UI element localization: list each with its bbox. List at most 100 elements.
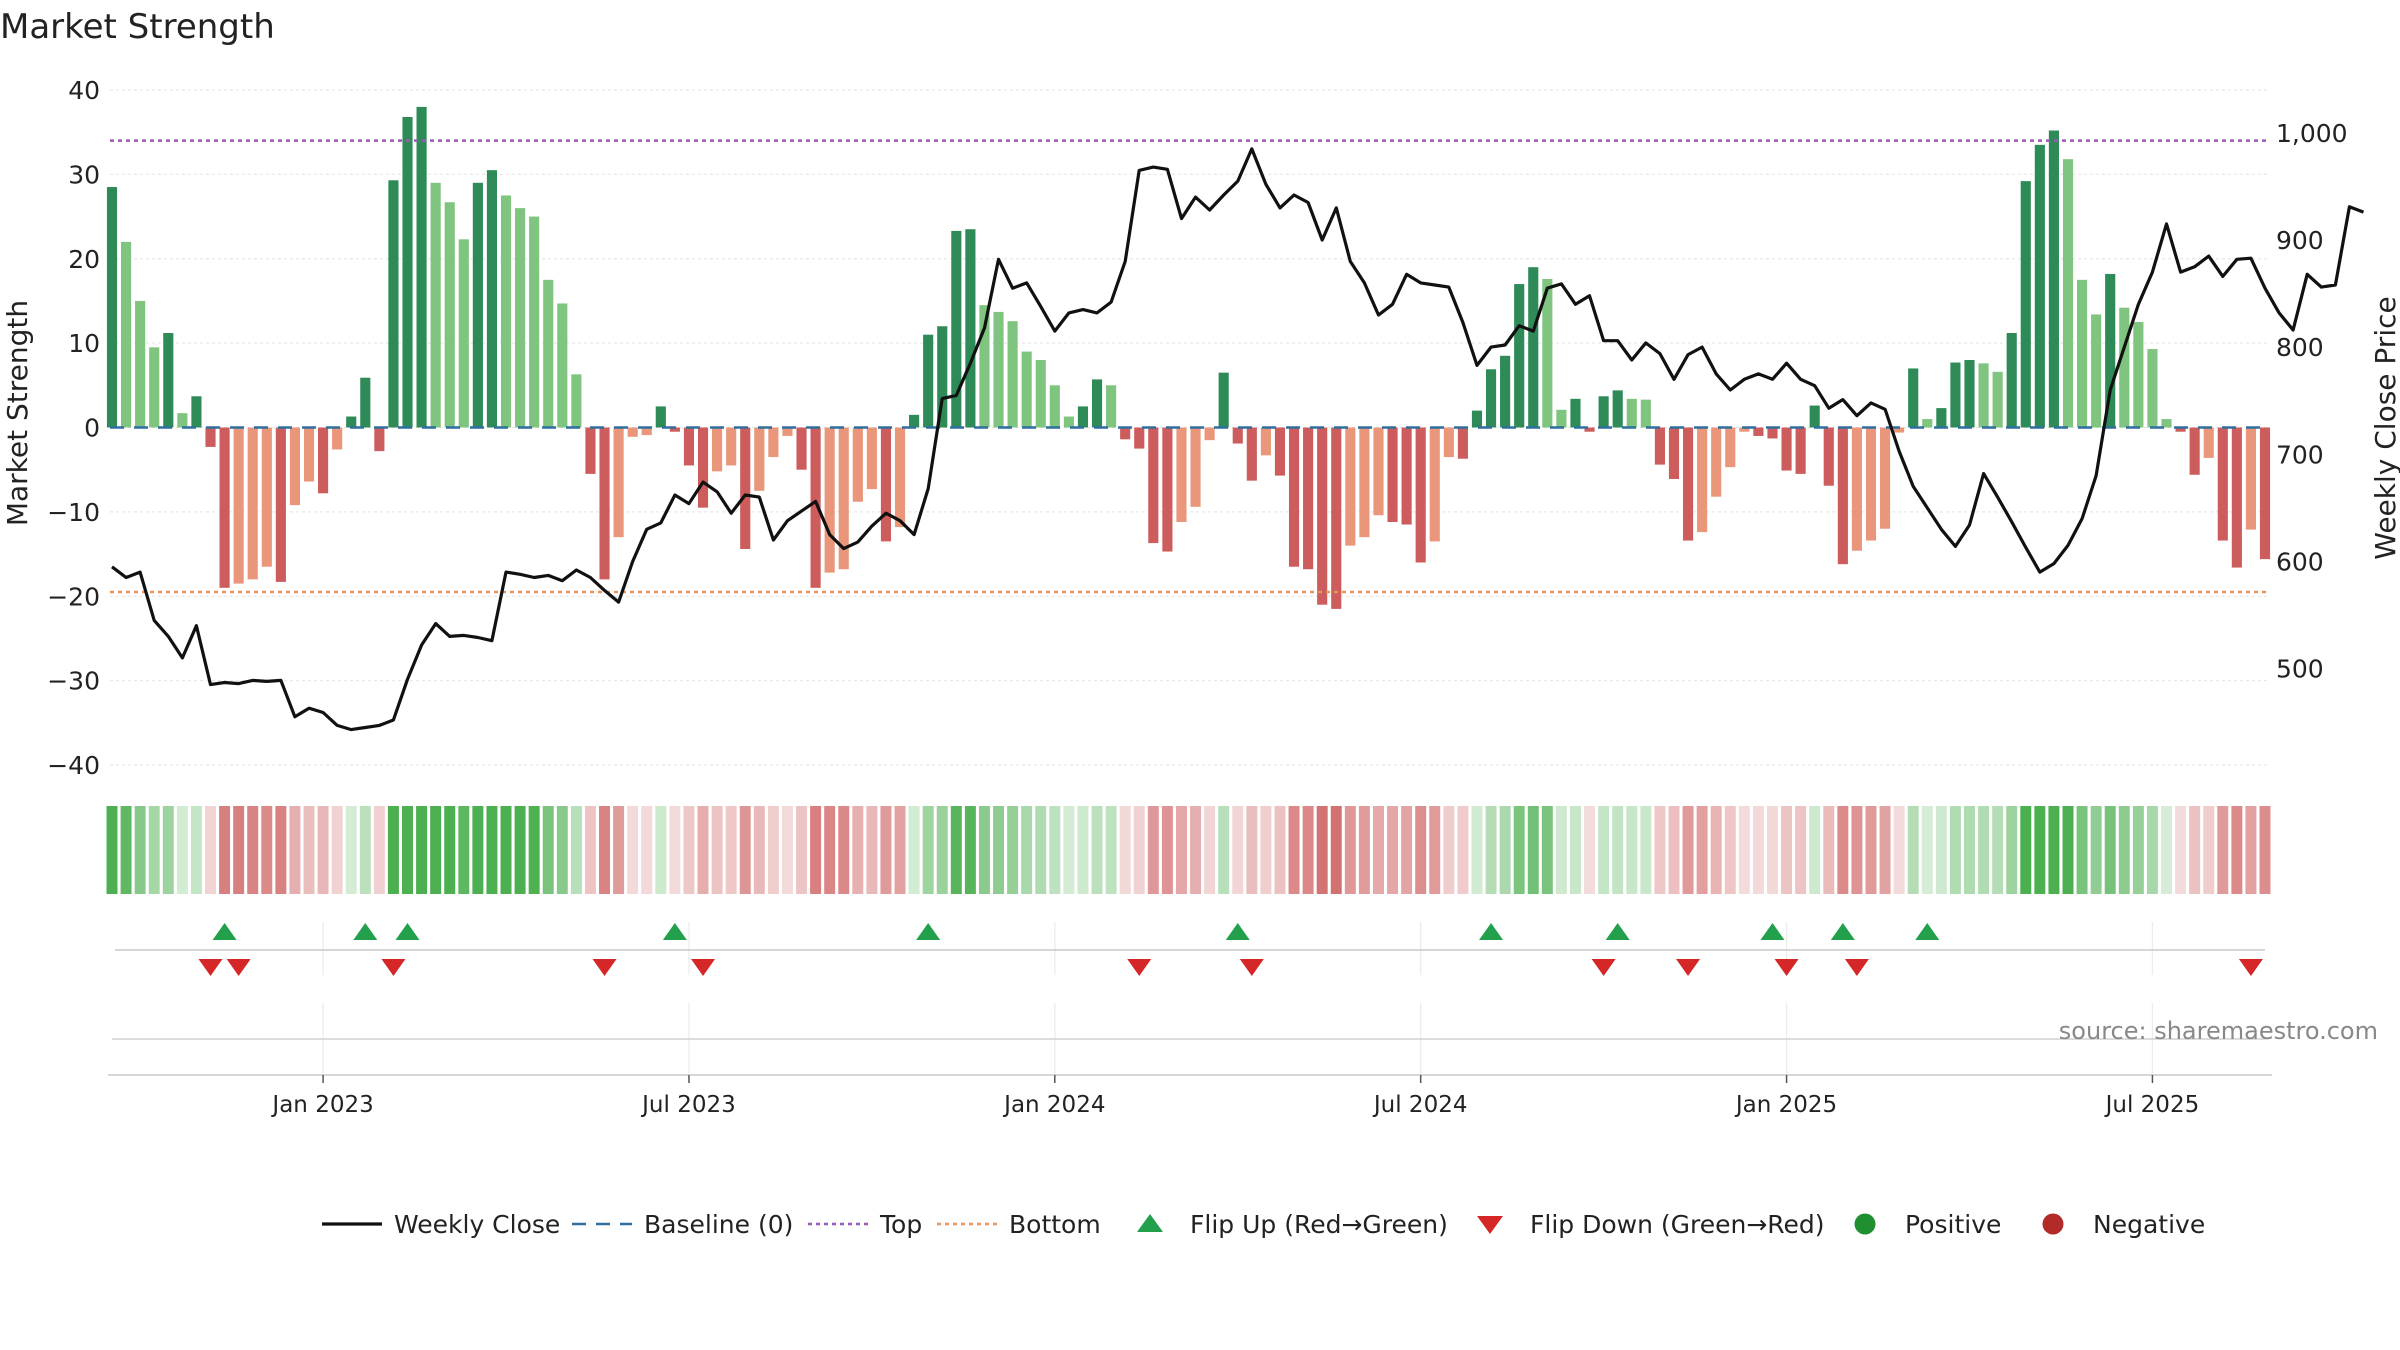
strip-cell [1837, 806, 1849, 894]
strip-cell [176, 806, 188, 894]
legend-label: Weekly Close [394, 1210, 560, 1239]
strength-bar [923, 334, 934, 428]
strength-bar [1612, 390, 1623, 428]
strip-cell [486, 806, 498, 894]
strip-cell [936, 806, 948, 894]
strip-cell [1654, 806, 1666, 894]
strength-bar [627, 427, 638, 437]
strength-bar [486, 170, 498, 428]
strength-bar [121, 241, 132, 428]
strength-bar [1781, 427, 1792, 471]
strength-bar [1936, 408, 1947, 428]
strength-bar [782, 427, 793, 436]
strength-bar [163, 333, 174, 428]
y-left-tick-label: −40 [47, 751, 100, 780]
strip-cell [2203, 806, 2215, 894]
strip-cell [1021, 806, 1033, 894]
strength-bar [1345, 427, 1356, 546]
y-left-tick-label: 20 [68, 245, 100, 274]
strip-cell [753, 806, 765, 894]
strip-cell [1204, 806, 1216, 894]
strength-bar [937, 326, 948, 428]
strip-cell [2020, 806, 2032, 894]
strength-bar [1823, 427, 1834, 486]
strip-cell [1091, 806, 1103, 894]
strength-bar [909, 414, 920, 428]
strength-bar [2259, 427, 2271, 560]
y-left-tick-label: −20 [47, 582, 100, 611]
strength-strip [106, 806, 2271, 894]
strip-cell [669, 806, 681, 894]
strength-bar [557, 303, 568, 428]
strip-cell [359, 806, 371, 894]
y-right-tick-label: 600 [2276, 547, 2324, 576]
strip-cell [1809, 806, 1821, 894]
strength-bar [444, 202, 455, 428]
strip-cell [1330, 806, 1342, 894]
strength-bar [318, 427, 329, 494]
strength-bar [796, 427, 807, 470]
strip-cell [556, 806, 568, 894]
strength-bar [655, 406, 666, 428]
strength-bar [346, 416, 357, 428]
strip-cell [1626, 806, 1638, 894]
strength-bar [599, 427, 610, 580]
strength-bar [1682, 427, 1694, 541]
strength-bar [641, 427, 652, 436]
strip-cell [880, 806, 892, 894]
strength-bar [430, 182, 441, 428]
strip-cell [599, 806, 611, 894]
strength-bar [965, 229, 976, 428]
legend-swatch [2042, 1213, 2064, 1235]
strength-bar [1232, 427, 1243, 444]
strip-cell [922, 806, 934, 894]
strength-bar [1288, 427, 1300, 567]
y-right-axis-label: Weekly Close Price [2369, 296, 2400, 559]
strip-cell [838, 806, 850, 894]
strip-cell [1119, 806, 1131, 894]
strip-cell [106, 806, 118, 894]
strength-bar [1837, 427, 1848, 565]
flip-up-marker [353, 923, 378, 940]
strip-cell [2189, 806, 2201, 894]
strength-bar [1879, 427, 1891, 529]
strength-bar [1485, 369, 1497, 428]
legend-label: Baseline (0) [644, 1210, 793, 1239]
strength-bar [1654, 427, 1665, 465]
strip-cell [1921, 806, 1933, 894]
strip-cell [2259, 806, 2271, 894]
flip-down-marker [1774, 959, 1799, 976]
strength-bar [247, 427, 258, 580]
strength-bar [472, 182, 483, 428]
strip-cell [205, 806, 216, 894]
strength-bar [585, 427, 596, 474]
y-left-tick-label: −10 [47, 498, 100, 527]
strip-cell [1035, 806, 1047, 894]
legend-label: Top [879, 1210, 922, 1239]
strength-bar [1331, 427, 1342, 609]
strip-cell [289, 806, 301, 894]
strip-cell [1710, 806, 1722, 894]
strip-cell [1401, 806, 1413, 894]
strip-cell [1752, 806, 1764, 894]
strip-cell [345, 806, 357, 894]
strip-cell [1485, 806, 1497, 894]
strength-bar [1049, 385, 1060, 428]
strip-cell [331, 806, 343, 894]
flip-down-marker [198, 959, 223, 976]
y-left-tick-label: 30 [68, 160, 100, 189]
strip-cell [1471, 806, 1483, 894]
strip-cell [1781, 806, 1793, 894]
strength-bar [2006, 333, 2017, 428]
strip-cell [993, 806, 1005, 894]
strip-cell [1260, 806, 1272, 894]
strength-bar [1978, 363, 1989, 428]
flip-up-marker [1225, 923, 1250, 940]
strip-cell [796, 806, 808, 894]
strip-cell [1147, 806, 1159, 894]
strip-cell [2118, 806, 2130, 894]
flip-down-marker [1591, 959, 1616, 976]
strength-bar [993, 311, 1004, 428]
strength-bar [1429, 427, 1440, 542]
legend-label: Flip Up (Red→Green) [1190, 1210, 1448, 1239]
